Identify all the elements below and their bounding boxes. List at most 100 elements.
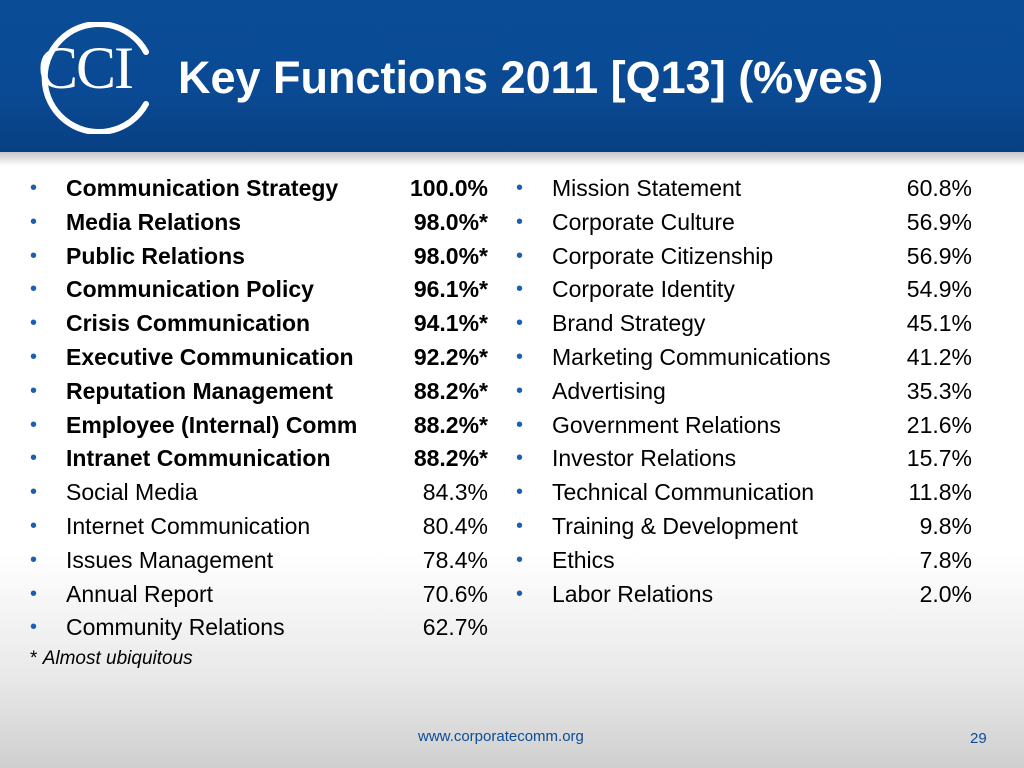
bullet-icon: • [516, 345, 524, 368]
function-percentage: 96.1%* [413, 276, 488, 303]
function-label: Public Relations [66, 242, 245, 269]
function-percentage: 41.2% [906, 343, 972, 370]
list-item: • Labor Relations 2.0% [516, 578, 986, 612]
list-item: • Internet Communication 80.4% [30, 510, 500, 544]
list-item: • Marketing Communications 41.2% [516, 341, 986, 375]
list-item: • Employee (Internal) Comm 88.2%* [30, 409, 500, 443]
bullet-icon: • [516, 210, 524, 233]
bullet-icon: • [30, 210, 38, 233]
list-item: • Training & Development 9.8% [516, 510, 986, 544]
list-item: • Corporate Identity 54.9% [516, 273, 986, 307]
list-item: • Brand Strategy 45.1% [516, 307, 986, 341]
bullet-icon: • [516, 582, 524, 605]
footer-url[interactable]: www.corporatecomm.org [418, 728, 584, 745]
list-item: • Technical Communication 11.8% [516, 476, 986, 510]
function-percentage: 78.4% [422, 546, 488, 573]
function-label: Advertising [552, 377, 666, 404]
function-label: Internet Communication [66, 512, 311, 539]
right-function-list: • Mission Statement 60.8% • Corporate Cultur… [516, 172, 986, 611]
function-percentage: 56.9% [906, 242, 972, 269]
bullet-icon: • [516, 244, 524, 267]
logo-text: CCI [38, 35, 134, 101]
list-item: • Corporate Citizenship 56.9% [516, 240, 986, 274]
function-percentage: 35.3% [906, 377, 972, 404]
function-percentage: 70.6% [422, 580, 488, 607]
function-percentage: 45.1% [906, 310, 972, 337]
list-item: • Ethics 7.8% [516, 544, 986, 578]
list-item: • Corporate Culture 56.9% [516, 206, 986, 240]
list-item: • Community Relations 62.7% [30, 611, 500, 645]
bullet-icon: • [516, 447, 524, 470]
function-percentage: 98.0%* [413, 242, 488, 269]
function-label: Government Relations [552, 411, 781, 438]
function-label: Reputation Management [66, 377, 334, 404]
list-item: • Reputation Management 88.2%* [30, 375, 500, 409]
function-label: Brand Strategy [552, 310, 706, 337]
bullet-icon: • [30, 312, 38, 335]
function-label: Intranet Communication [66, 445, 331, 472]
function-percentage: 9.8% [919, 512, 972, 539]
function-label: Investor Relations [552, 445, 737, 472]
function-percentage: 84.3% [422, 479, 488, 506]
list-item: • Annual Report 70.6% [30, 578, 500, 612]
list-item: • Issues Management 78.4% [30, 544, 500, 578]
function-label: Issues Management [66, 546, 274, 573]
bullet-icon: • [516, 177, 524, 199]
list-item: • Media Relations 98.0%* [30, 206, 500, 240]
function-percentage: 92.2%* [413, 343, 488, 370]
bullet-icon: • [516, 481, 524, 504]
list-item: • Mission Statement 60.8% [516, 172, 986, 206]
list-item: • Advertising 35.3% [516, 375, 986, 409]
bullet-icon: • [30, 345, 38, 368]
function-label: Ethics [552, 546, 615, 573]
bullet-icon: • [30, 616, 38, 639]
page-number: 29 [970, 730, 987, 747]
bullet-icon: • [30, 447, 38, 470]
bullet-icon: • [516, 548, 524, 571]
bullet-icon: • [30, 379, 38, 402]
cci-logo [41, 22, 149, 134]
bullet-icon: • [30, 244, 38, 267]
function-percentage: 98.0%* [413, 208, 488, 235]
list-item: • Social Media 84.3% [30, 476, 500, 510]
list-item: • Executive Communication 92.2%* [30, 341, 500, 375]
function-label: Media Relations [66, 208, 242, 235]
function-label: Corporate Identity [552, 276, 735, 303]
slide-header: CCI Key Functions 2011 [Q13] (%yes) [0, 0, 1024, 152]
function-percentage: 100.0% [409, 175, 488, 201]
bullet-icon: • [30, 514, 38, 537]
function-label: Corporate Citizenship [552, 242, 774, 269]
function-label: Technical Communication [552, 479, 815, 506]
bullet-icon: • [30, 548, 38, 571]
bullet-icon: • [30, 413, 38, 436]
function-label: Labor Relations [552, 580, 714, 607]
bullet-icon: • [516, 413, 524, 436]
footnote-text: Almost ubiquitous [42, 648, 193, 669]
list-item: • Public Relations 98.0%* [30, 240, 500, 274]
footnote-marker: * [30, 648, 38, 669]
function-percentage: 21.6% [906, 411, 972, 438]
bullet-icon: • [516, 312, 524, 335]
function-percentage: 11.8% [908, 479, 972, 506]
function-percentage: 94.1%* [413, 310, 488, 337]
slide-title: Key Functions 2011 [Q13] (%yes) [178, 52, 884, 103]
list-item: • Crisis Communication 94.1%* [30, 307, 500, 341]
list-item: • Communication Policy 96.1%* [30, 273, 500, 307]
function-label: Social Media [66, 479, 198, 506]
bullet-icon: • [30, 582, 38, 605]
list-item: • Communication Strategy 100.0% [30, 172, 500, 206]
function-percentage: 2.0% [919, 580, 972, 607]
bullet-icon: • [30, 177, 38, 199]
function-percentage: 56.9% [906, 208, 972, 235]
bullet-icon: • [30, 278, 38, 301]
function-label: Communication Policy [66, 276, 314, 303]
function-percentage: 88.2%* [413, 411, 488, 438]
bullet-icon: • [516, 379, 524, 402]
function-label: Employee (Internal) Comm [66, 411, 358, 438]
function-label: Corporate Culture [552, 208, 735, 235]
function-label: Training & Development [552, 512, 798, 539]
function-percentage: 88.2%* [413, 445, 488, 472]
footnote: * Almost ubiquitous [30, 648, 193, 670]
function-label: Marketing Communications [552, 343, 831, 370]
function-label: Annual Report [66, 580, 214, 607]
